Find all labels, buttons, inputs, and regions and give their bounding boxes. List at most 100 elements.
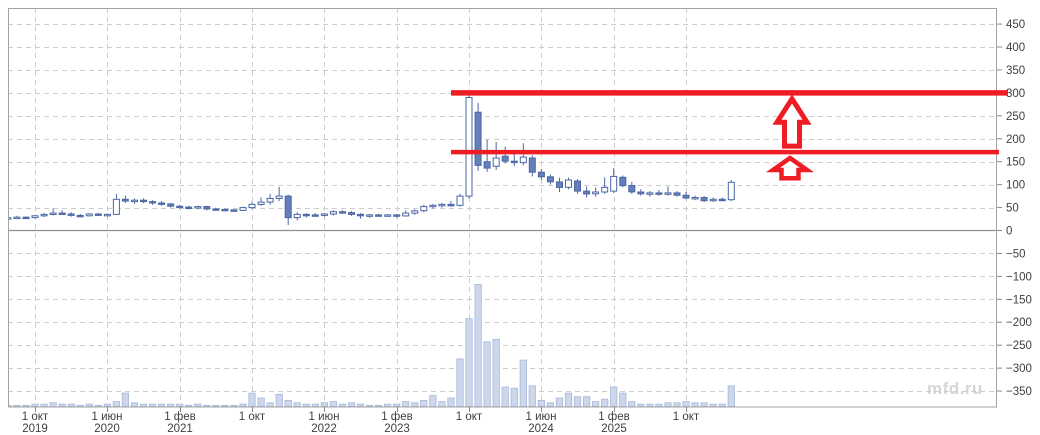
x-axis-label: 1 фев [598, 411, 630, 423]
candle-up [248, 203, 256, 209]
candle-up [601, 186, 609, 193]
candle-down [537, 171, 545, 178]
volume-bar [257, 397, 265, 407]
candle-down [673, 192, 681, 196]
candle-down [58, 212, 66, 216]
volume-bar [221, 404, 229, 407]
volume-bar [194, 403, 202, 407]
volume-bar [148, 403, 157, 407]
volume-bar [329, 401, 338, 407]
volume-bar [501, 386, 509, 407]
candle-down [528, 157, 536, 173]
volume-bar [637, 403, 645, 407]
x-axis-label: 1 окт [22, 411, 49, 423]
volume-bar [8, 404, 12, 407]
candle-down [284, 195, 292, 219]
y-axis-label: −300 [1006, 363, 1032, 375]
candle-down [221, 208, 229, 212]
candle-up [194, 206, 202, 209]
candle-down [700, 197, 708, 202]
candle-down [474, 111, 482, 166]
volume-bar [212, 404, 220, 407]
volume-bar [709, 403, 717, 407]
volume-bar [456, 358, 464, 407]
candle-down [483, 161, 491, 169]
x-axis-label: 1 окт [673, 411, 700, 423]
volume-bar [420, 399, 428, 407]
candle-up [366, 214, 374, 217]
candle-down [510, 160, 518, 164]
volume-bar [67, 403, 75, 407]
volume-bar [447, 397, 455, 407]
candle-down [348, 212, 355, 215]
volume-bar [492, 338, 500, 407]
volume-bar [573, 396, 582, 407]
x-axis-year-label: 2022 [311, 423, 337, 435]
x-axis-label: 1 фев [164, 411, 196, 423]
volume-bar [230, 404, 238, 407]
candle-down [94, 213, 102, 216]
volume-bar [700, 402, 708, 407]
candle-up [320, 213, 328, 216]
volume-bar [519, 359, 527, 407]
volume-histogram [8, 284, 735, 407]
candle-up [565, 179, 572, 188]
mfd-watermark: mfd.ru [927, 379, 983, 398]
volume-bar [356, 403, 365, 407]
x-axis-label: 1 окт [456, 411, 483, 423]
plot-border [8, 8, 997, 408]
volume-bar [176, 403, 184, 407]
candles [8, 92, 735, 225]
candle-up [275, 195, 283, 199]
y-axis-label: −250 [1006, 340, 1032, 352]
volume-bar [483, 341, 491, 407]
volume-bar [347, 402, 356, 407]
candle-up [438, 203, 446, 207]
volume-bar [673, 402, 681, 407]
candle-up [31, 215, 39, 219]
y-axis-label: −50 [1006, 248, 1026, 260]
y-axis-label: 50 [1006, 203, 1019, 215]
volume-bar [646, 403, 654, 407]
volume-bar [338, 403, 347, 407]
candle-up [13, 216, 21, 220]
volume-bar [103, 403, 111, 407]
volume-bar [40, 403, 48, 407]
candle-down [682, 194, 690, 199]
candle-down [574, 180, 581, 192]
candle-down [230, 209, 238, 212]
y-axis-label: 300 [1006, 88, 1025, 100]
candle-up [384, 214, 392, 217]
candle-up [691, 197, 699, 200]
x-axis-year-label: 2019 [22, 423, 48, 435]
volume-bar [411, 402, 419, 407]
volume-bar [601, 398, 609, 407]
x-axis-label: 1 июн [309, 411, 340, 423]
volume-bar [583, 396, 591, 407]
volume-bar [402, 401, 410, 407]
candle-up [610, 175, 618, 192]
x-axis-year-label: 2021 [167, 423, 193, 435]
candle-down [140, 199, 147, 203]
volume-bar [691, 402, 699, 407]
y-axis-label: −100 [1006, 271, 1032, 283]
volume-bar [22, 404, 30, 407]
volume-bar [628, 401, 636, 407]
volume-bar [248, 392, 256, 407]
candle-down [619, 176, 627, 187]
candle-down [637, 191, 645, 195]
candle-up [103, 213, 111, 217]
candle-up [420, 206, 428, 212]
volume-bar [537, 399, 546, 407]
candle-down [447, 203, 455, 207]
volume-bar [121, 392, 129, 407]
candle-down [185, 206, 193, 210]
up-arrow-icon [765, 155, 815, 181]
candle-down [628, 185, 636, 193]
volume-bar [320, 402, 329, 407]
x-axis-year-label: 2020 [94, 423, 120, 435]
volume-bar [203, 404, 211, 407]
volume-bar [619, 392, 627, 407]
